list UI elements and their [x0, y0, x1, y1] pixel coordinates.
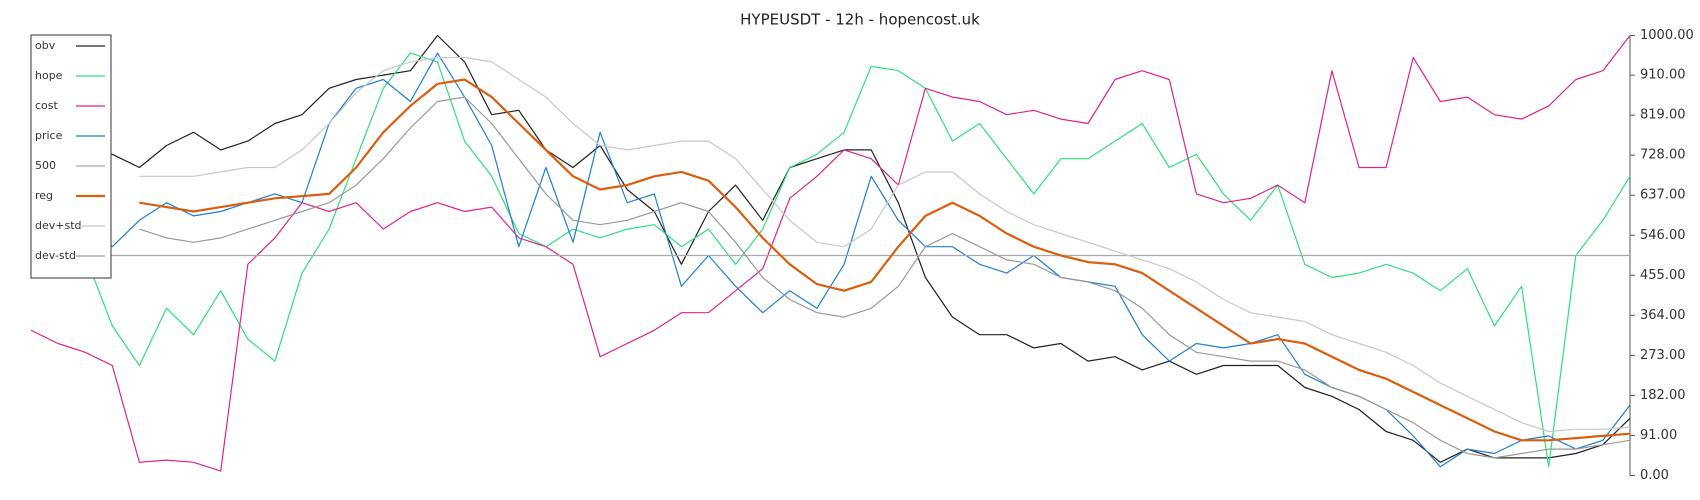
y-tick-label: 546.00	[1640, 228, 1686, 243]
y-tick-label: 182.00	[1640, 388, 1686, 403]
legend-label: dev-std	[35, 249, 76, 262]
line-series	[30, 34, 1631, 463]
y-tick-label: 728.00	[1640, 148, 1686, 163]
line-series	[139, 56, 1631, 433]
line-series	[31, 52, 1631, 468]
legend-label: reg	[35, 189, 53, 202]
y-tick-label: 637.00	[1640, 188, 1686, 203]
legend-label: cost	[35, 99, 59, 112]
chart-title: HYPEUSDT - 12h - hopencost.uk	[740, 11, 980, 29]
y-tick-label: 455.00	[1640, 268, 1686, 283]
legend-label: dev+std	[35, 219, 82, 232]
y-tick-label: 364.00	[1640, 308, 1686, 323]
line-series	[30, 52, 1631, 468]
line-series	[139, 96, 1631, 459]
line-series	[139, 78, 1631, 442]
legend-label: hope	[35, 69, 63, 82]
y-tick-label: 91.00	[1640, 428, 1677, 443]
legend-label: obv	[35, 39, 56, 52]
y-tick-label: 273.00	[1640, 348, 1686, 363]
y-tick-label: 910.00	[1640, 68, 1686, 83]
line-series	[30, 35, 1631, 472]
y-tick-label: 0.00	[1640, 468, 1669, 483]
legend: obv hope cost price 500 reg dev+std dev-std	[30, 34, 112, 279]
legend-label: 500	[35, 159, 56, 172]
y-tick-label: 819.00	[1640, 108, 1686, 123]
y-tick-label: 1000.00	[1640, 28, 1694, 43]
plot-area: 0.00 91.00 182.00 273.00 364.00 455.00 546.00 6…	[30, 28, 1694, 483]
legend-label: price	[35, 129, 63, 142]
